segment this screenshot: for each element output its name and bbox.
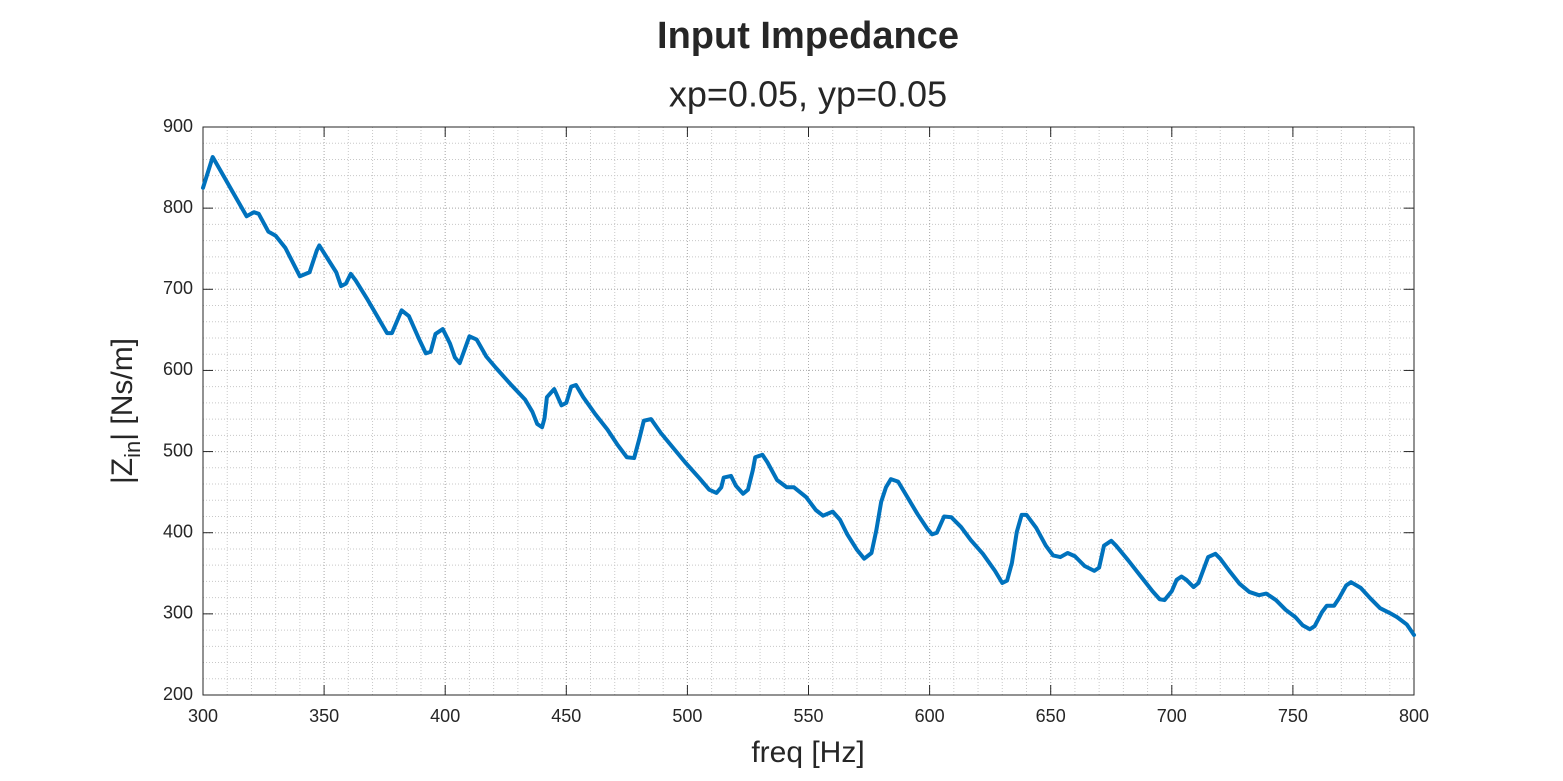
y-tick-label: 500	[163, 440, 193, 460]
x-tick-label: 550	[793, 706, 823, 726]
y-tick-label: 800	[163, 197, 193, 217]
y-tick-label: 900	[163, 116, 193, 136]
y-tick-label: 700	[163, 278, 193, 298]
x-tick-label: 450	[551, 706, 581, 726]
y-axis-label: |Zin| [Ns/m]	[106, 338, 145, 484]
x-tick-label: 600	[915, 706, 945, 726]
x-tick-label: 700	[1157, 706, 1187, 726]
x-tick-label: 400	[430, 706, 460, 726]
x-tick-label: 300	[188, 706, 218, 726]
y-label-part: |Z	[106, 458, 139, 484]
plot-frame	[202, 126, 1415, 696]
x-tick-label: 500	[672, 706, 702, 726]
x-tick-label: 350	[309, 706, 339, 726]
chart-subtitle: xp=0.05, yp=0.05	[669, 74, 947, 115]
data-line	[201, 155, 1416, 637]
y-label-sub: in	[120, 441, 145, 458]
x-tick-label: 800	[1399, 706, 1429, 726]
y-tick-label: 300	[163, 603, 193, 623]
chart-title: Input Impedance	[657, 15, 959, 57]
y-label-part: | [Ns/m]	[106, 338, 139, 441]
x-axis-label: freq [Hz]	[751, 736, 864, 769]
y-tick-label: 600	[163, 359, 193, 379]
x-tick-label: 650	[1036, 706, 1066, 726]
x-tick-label: 750	[1278, 706, 1308, 726]
y-tick-label: 200	[163, 684, 193, 704]
y-tick-label: 400	[163, 521, 193, 541]
